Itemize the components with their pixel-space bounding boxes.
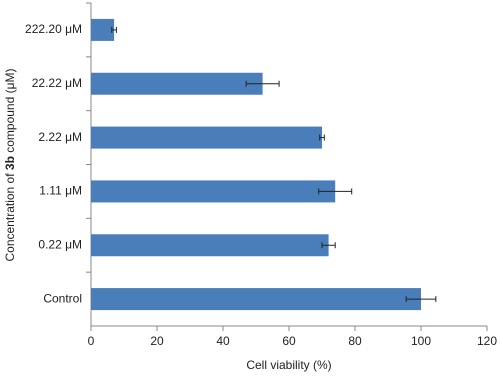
y-tick-label: 222.20 μM [25,22,82,36]
x-axis-label: Cell viability (%) [246,358,331,372]
error-bar [245,80,280,87]
bar [91,18,115,41]
bar [91,72,263,95]
y-label-part: Concentration of [3,170,17,261]
error-bar [319,134,325,141]
y-tick-label: 22.22 μM [32,76,82,90]
y-tick-label: 1.11 μM [39,184,82,198]
y-label-part: compound (μM) [3,68,17,156]
x-tick-label: 0 [88,334,95,348]
error-bar [321,242,336,249]
x-tick-label: 100 [411,334,431,348]
error-bar [318,188,353,195]
y-label-part: 3b [3,156,17,170]
x-tick-label: 120 [477,334,497,348]
x-tick-label: 20 [150,334,164,348]
bar [91,234,329,257]
y-tick-label: 0.22 μM [38,237,82,251]
error-bar [111,26,117,33]
x-tick-label: 40 [216,334,230,348]
bar [91,126,322,149]
y-tick-label: 2.22 μM [38,130,82,144]
x-tick-label: 80 [348,334,362,348]
bar [91,288,421,311]
x-tick-label: 60 [282,334,296,348]
y-axis-label: Concentration of 3b compound (μM) [3,68,17,261]
error-bar [405,296,437,303]
bar [91,180,336,203]
y-tick-label: Control [43,291,82,305]
